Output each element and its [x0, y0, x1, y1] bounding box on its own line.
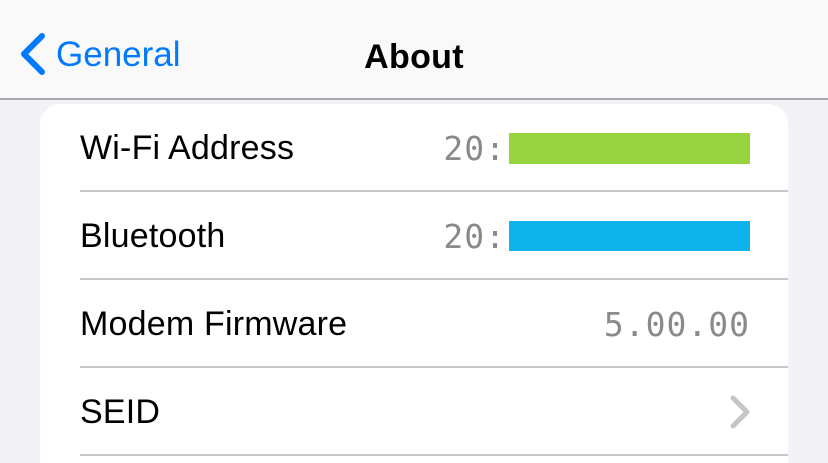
about-settings-card: Wi-Fi Address 20: Bluetooth 20: Modem Fi…	[40, 104, 788, 463]
wifi-address-value-prefix: 20:	[443, 128, 506, 168]
wifi-address-redaction-bar	[509, 132, 750, 164]
wifi-address-value: 20:	[443, 129, 750, 168]
page-title: About	[364, 38, 464, 76]
modem-firmware-label: Modem Firmware	[80, 304, 348, 343]
modem-firmware-value: 5.00.00	[604, 305, 750, 344]
row-bluetooth: Bluetooth 20:	[40, 192, 788, 280]
row-seid[interactable]: SEID	[40, 368, 788, 456]
seid-label: SEID	[80, 392, 161, 431]
chevron-left-icon	[20, 32, 46, 76]
navigation-bar: General About	[0, 0, 828, 100]
back-button[interactable]: General	[20, 32, 181, 76]
row-modem-firmware: Modem Firmware 5.00.00	[40, 280, 788, 368]
row-wifi-address: Wi-Fi Address 20:	[40, 104, 788, 192]
chevron-right-icon	[730, 395, 750, 429]
modem-firmware-value-text: 5.00.00	[603, 304, 750, 344]
back-button-label: General	[56, 34, 181, 74]
bluetooth-value-prefix: 20:	[443, 216, 506, 256]
wifi-address-label: Wi-Fi Address	[80, 128, 295, 167]
bluetooth-label: Bluetooth	[80, 216, 226, 255]
bluetooth-value: 20:	[443, 217, 750, 256]
bluetooth-redaction-bar	[509, 221, 750, 251]
